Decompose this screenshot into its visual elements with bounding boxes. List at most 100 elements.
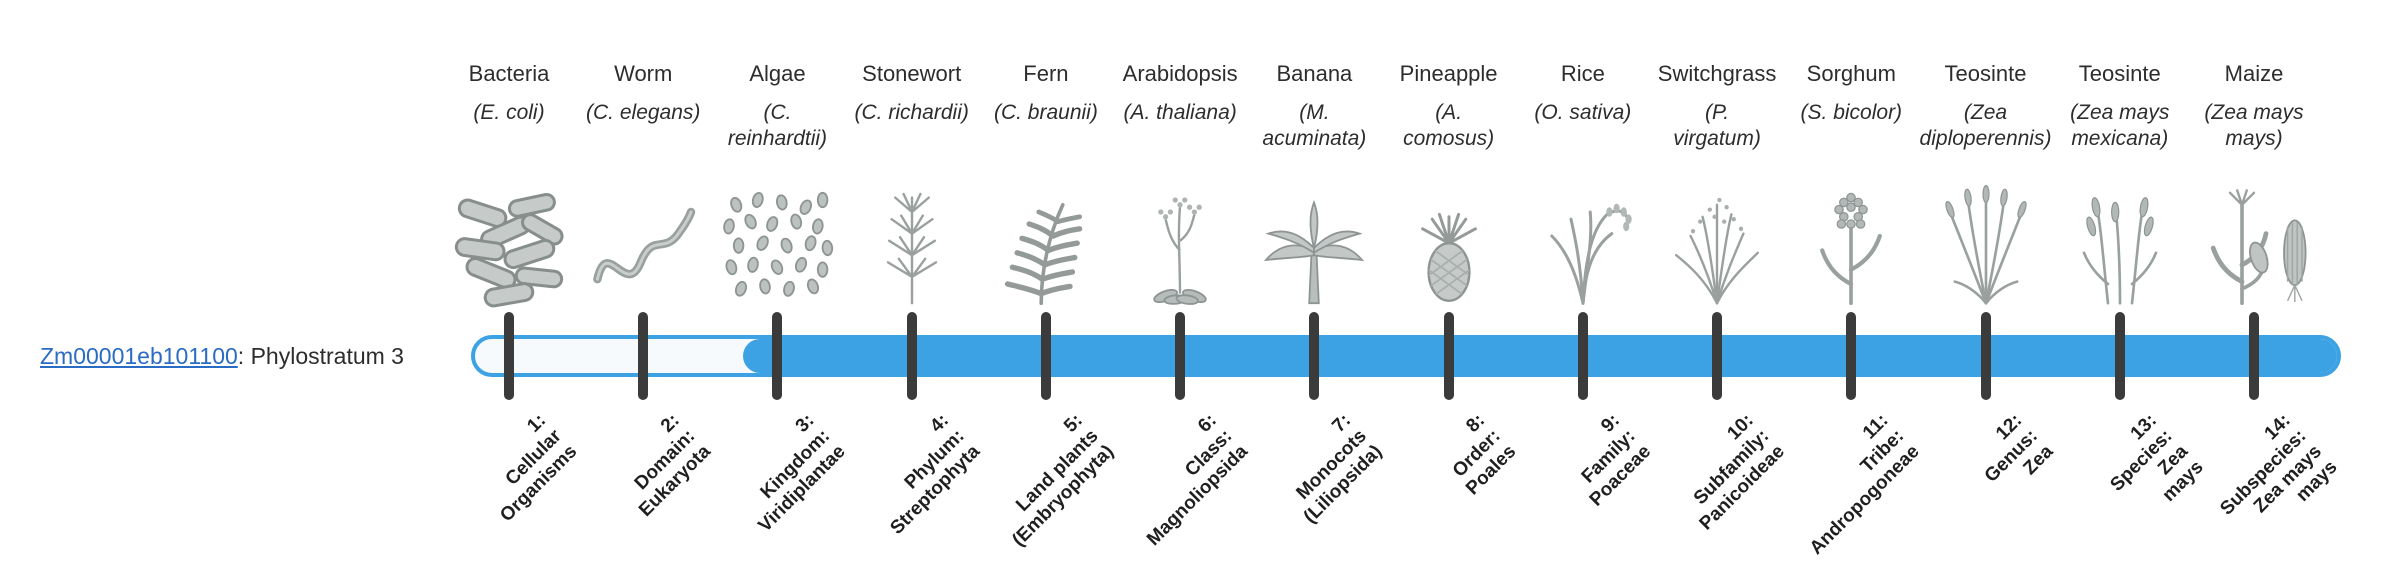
organism-column: Banana (M. acuminata)	[1239, 60, 1389, 308]
organism-scientific-name: (Zea mays mexicana)	[2070, 100, 2169, 152]
phylostratum-label: 14: Subspecies: Zea mays mays	[2201, 410, 2342, 551]
banana-icon	[1265, 201, 1364, 305]
phylostratum-label: 4: Phylum: Streptophyta	[855, 410, 985, 540]
organism-common-name: Maize	[2224, 61, 2284, 86]
timeline-tick	[1980, 312, 1991, 400]
organism-common-name: Pineapple	[1399, 61, 1498, 86]
phylostratum-label: 11: Tribe: Andropogoneae	[1774, 410, 1924, 560]
teosinte-a-icon	[1942, 184, 2029, 305]
organism-column: Fern (C. braunii)	[971, 60, 1121, 308]
organism-common-name: Switchgrass	[1657, 61, 1777, 86]
fern-icon	[986, 174, 1106, 308]
scientific-name-line: (S. bicolor)	[1800, 101, 1903, 124]
timeline-tick	[504, 312, 514, 400]
organism-common-name: Stonewort	[862, 61, 962, 86]
scientific-name-line: virgatum)	[1673, 127, 1761, 150]
organism-column: Switchgrass (P. virgatum)	[1642, 60, 1792, 308]
organism-common-name: Sorghum	[1806, 61, 1896, 86]
gene-phylostratum-text: : Phylostratum 3	[237, 343, 404, 369]
gene-label: Zm00001eb101100: Phylostratum 3	[40, 342, 404, 370]
organism-scientific-name: (Zea diploperennis)	[1920, 100, 2052, 152]
timeline-tick	[906, 312, 917, 400]
scientific-name-line: (A.	[1435, 101, 1463, 124]
organism-column: Arabidopsis (A. thaliana)	[1105, 60, 1255, 308]
phylostratum-label: 5: Land plants (Embryophyta)	[977, 410, 1118, 551]
timeline-tick	[1443, 312, 1454, 400]
organism-scientific-name: (C. braunii)	[994, 100, 1098, 126]
organism-scientific-name: (C. reinhardtii)	[728, 100, 827, 152]
rice-icon	[1550, 202, 1634, 305]
organism-common-name: Rice	[1560, 61, 1605, 86]
organism-column: Pineapple (A. comosus)	[1374, 60, 1524, 308]
sorghum-icon	[1791, 174, 1911, 308]
scientific-name-line: (C. richardii)	[854, 101, 969, 124]
organism-common-name: Arabidopsis	[1122, 61, 1238, 86]
organism-column: Teosinte (Zea mays mexicana)	[2045, 60, 2195, 308]
scientific-name-line: diploperennis)	[1919, 127, 2052, 150]
scientific-name-line: (Zea mays	[2204, 101, 2304, 124]
phylostratum-label: 3: Kingdom: Viridiplantae	[723, 410, 850, 537]
scientific-name-line: (M.	[1299, 101, 1330, 124]
organism-common-name: Bacteria	[468, 61, 550, 86]
timeline-bar	[471, 335, 2341, 377]
gene-id-link[interactable]: Zm00001eb101100	[40, 343, 238, 369]
organism-column: Sorghum (S. bicolor)	[1776, 60, 1926, 308]
scientific-name-line: reinhardtii)	[727, 127, 828, 150]
scientific-name-line: (Zea mays	[2070, 101, 2170, 124]
timeline-tick	[1309, 312, 1320, 400]
organism-common-name: Banana	[1276, 61, 1353, 86]
organism-column: Algae (C. reinhardtii)	[702, 60, 852, 308]
organism-scientific-name: (A. thaliana)	[1124, 100, 1237, 126]
organism-scientific-name: (E. coli)	[473, 100, 544, 126]
scientific-name-line: (P.	[1704, 101, 1730, 124]
pineapple-icon	[1389, 174, 1509, 308]
organism-column: Stonewort (C. richardii)	[837, 60, 987, 308]
timeline-tick	[2114, 312, 2125, 400]
phylostratum-label: 10: Subfamily: Panicoideae	[1665, 410, 1790, 535]
phylostratum-label: 2: Domain: Eukaryota	[604, 410, 716, 522]
organism-column: Bacteria (E. coli)	[434, 60, 584, 308]
scientific-name-line: (C.	[763, 101, 792, 124]
phylostratum-label: 6: Class: Magnoliopsida	[1112, 410, 1253, 551]
timeline-tick	[638, 312, 649, 400]
organism-common-name: Fern	[1023, 61, 1069, 86]
stonewort-icon	[886, 192, 937, 305]
maize-icon	[2194, 174, 2314, 308]
organism-scientific-name: (C. richardii)	[855, 100, 969, 126]
teosinte-b-icon	[2082, 195, 2158, 305]
scientific-name-line: comosus)	[1403, 127, 1495, 150]
phylostratum-label: 7: Monocots (Liliopsida)	[1269, 410, 1387, 528]
organism-scientific-name: (C. elegans)	[586, 100, 700, 126]
scientific-name-line: acuminata)	[1262, 127, 1367, 150]
organism-scientific-name: (P. virgatum)	[1673, 100, 1761, 152]
scientific-name-line: mexicana)	[2071, 127, 2169, 150]
scientific-name-line: (O. sativa)	[1534, 101, 1632, 124]
timeline-bar-fill	[743, 339, 2337, 373]
phylostratum-label: 8: Order: Poales	[1431, 410, 1521, 500]
scientific-name-line: (C. braunii)	[993, 101, 1098, 124]
timeline-tick	[1175, 312, 1186, 400]
organism-scientific-name: (A. comosus)	[1403, 100, 1494, 152]
switchgrass-icon	[1675, 196, 1760, 305]
scientific-name-line: (C. elegans)	[586, 101, 701, 124]
organism-scientific-name: (Zea mays mays)	[2204, 100, 2303, 152]
timeline-tick	[1712, 312, 1723, 400]
organism-column: Worm (C. elegans)	[568, 60, 718, 308]
timeline-tick	[1040, 312, 1051, 400]
organism-column: Teosinte (Zea diploperennis)	[1911, 60, 2061, 308]
phylostratum-label: 1: Cellular Organisms	[465, 410, 582, 527]
phylostratum-label: 13: Species: Zea mays	[2090, 410, 2207, 527]
phylostratum-label: 9: Family: Poaceae	[1554, 410, 1655, 511]
scientific-name-line: (Zea	[1963, 101, 2008, 124]
worm-icon	[583, 174, 703, 308]
organism-scientific-name: (S. bicolor)	[1801, 100, 1903, 126]
phylostratum-label: 12: Genus: Zea	[1965, 410, 2058, 503]
organism-common-name: Worm	[614, 61, 673, 86]
bacteria-icon	[453, 191, 567, 308]
organism-column: Maize (Zea mays mays)	[2179, 60, 2329, 308]
arabidopsis-icon	[1151, 196, 1209, 307]
timeline-tick	[772, 312, 783, 400]
timeline-tick	[2248, 312, 2259, 400]
timeline-tick	[1577, 312, 1588, 400]
timeline-tick	[1846, 312, 1857, 400]
